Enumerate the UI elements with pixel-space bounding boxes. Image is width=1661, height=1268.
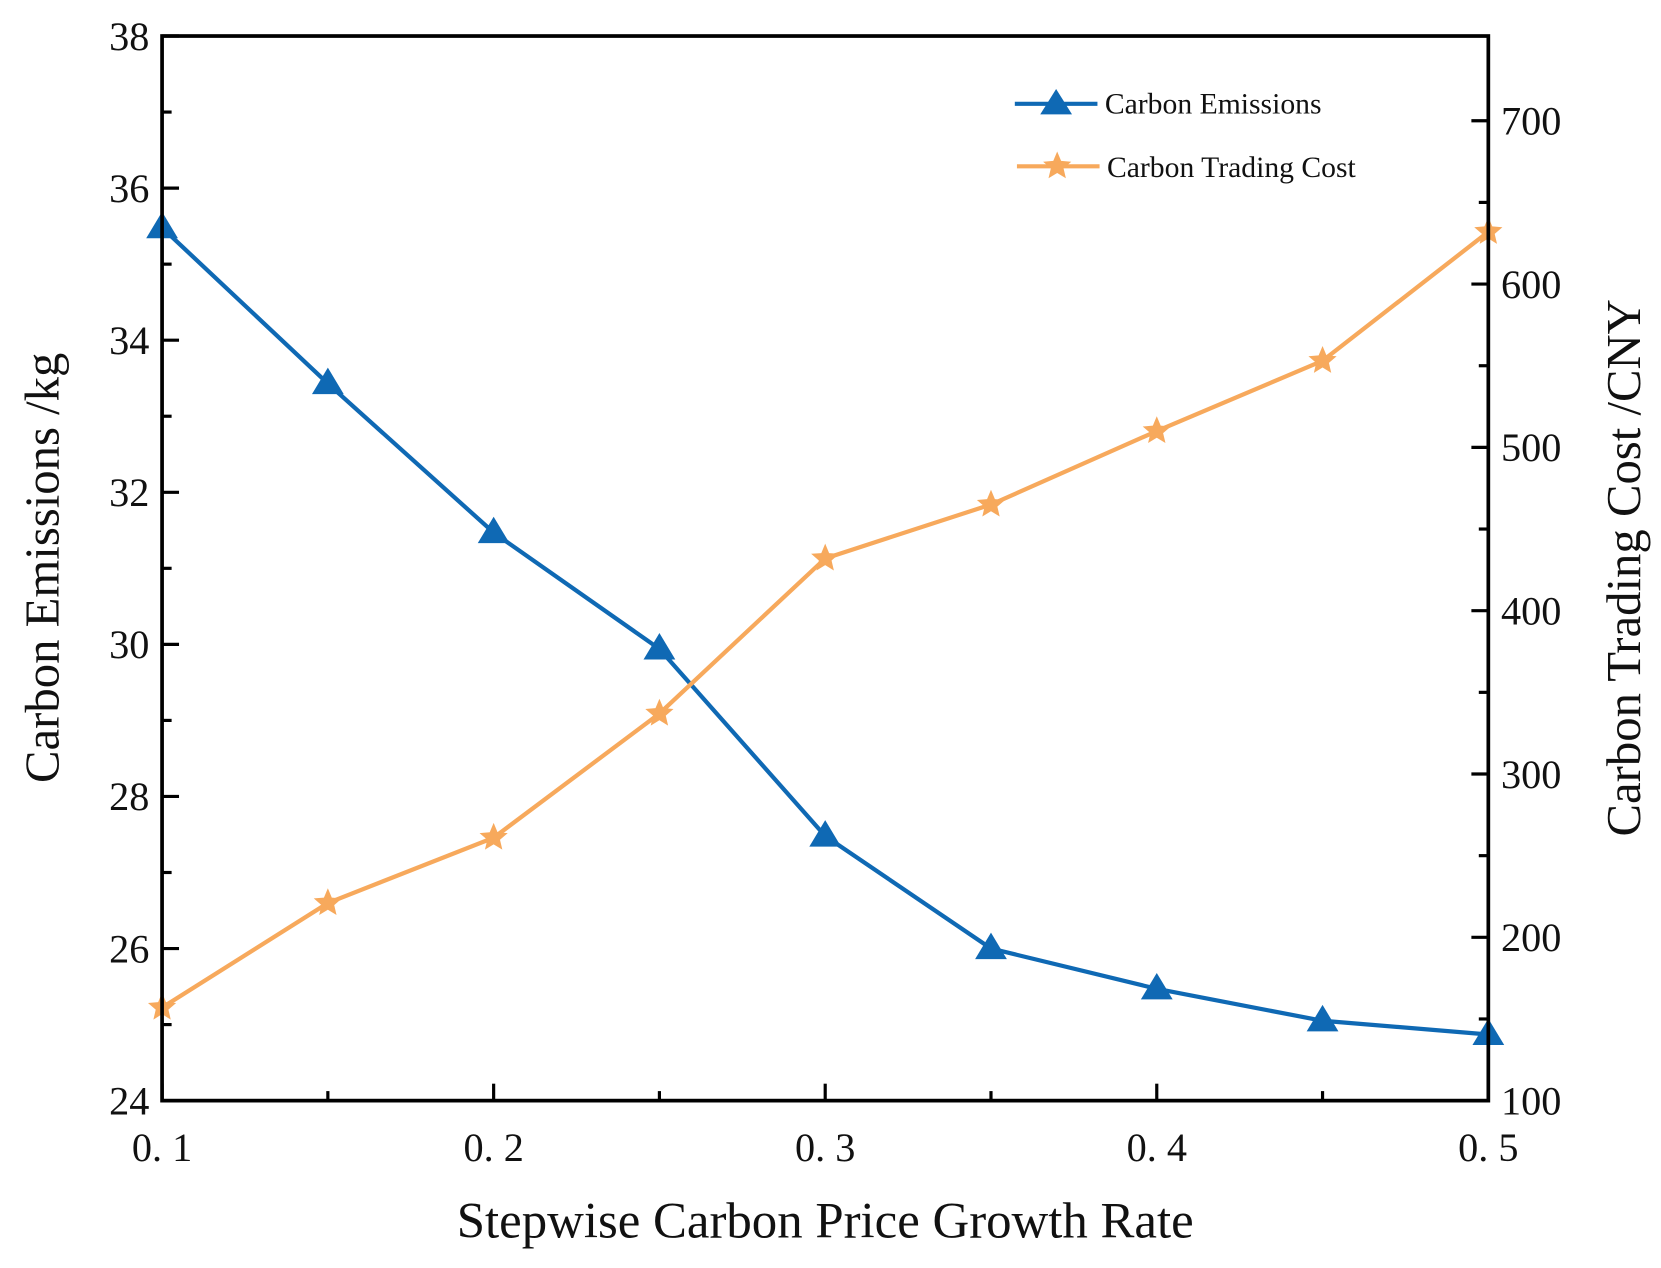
emissions-point — [975, 932, 1007, 960]
x-tick-label: 0. 4 — [1127, 1125, 1187, 1170]
cost-point — [1308, 345, 1337, 373]
emissions-point — [311, 367, 344, 395]
plot-frame — [160, 34, 1491, 1103]
cost-point — [645, 698, 674, 726]
y2-tick-label: 100 — [1501, 1078, 1561, 1123]
y-tick-label: 34 — [109, 318, 149, 363]
emissions-point — [809, 820, 842, 847]
x-axis-label: Stepwise Carbon Price Growth Rate — [457, 1192, 1194, 1248]
x-tick-label: 0. 1 — [132, 1125, 192, 1170]
y2-tick-label: 500 — [1501, 425, 1561, 470]
y-tick-label: 32 — [109, 470, 149, 515]
x-tick-label: 0. 2 — [463, 1125, 523, 1170]
y2-tick-label: 200 — [1501, 915, 1561, 960]
y-tick-label: 26 — [109, 926, 149, 971]
y2-tick-label: 400 — [1501, 588, 1561, 633]
y-tick-label: 36 — [109, 166, 149, 211]
x-tick-label: 0. 5 — [1458, 1125, 1518, 1170]
y-tick-label: 24 — [109, 1078, 149, 1123]
y2-tick-label: 300 — [1501, 752, 1561, 797]
emissions-point — [1306, 1004, 1339, 1032]
emissions-point — [1140, 972, 1173, 1000]
legend-label-emissions: Carbon Emissions — [1105, 88, 1322, 120]
series-line-cost — [160, 230, 1490, 1010]
x-tick-label: 0. 3 — [795, 1125, 855, 1170]
cost-point — [479, 822, 508, 850]
emissions-point — [643, 633, 676, 660]
cost-point — [976, 489, 1006, 517]
y-axis-label: Carbon Emissions /kg — [15, 353, 69, 783]
y2-axis-label: Carbon Trading Cost /CNY — [1597, 299, 1651, 836]
y2-tick-label: 700 — [1501, 99, 1561, 144]
legend-star-icon — [1043, 151, 1072, 179]
cost-point — [811, 543, 840, 571]
y2-tick-label: 600 — [1501, 262, 1561, 307]
cost-point — [1142, 416, 1171, 444]
legend-triangle-icon — [1040, 88, 1073, 115]
series-line-emissions — [160, 226, 1489, 1037]
emissions-point — [477, 516, 510, 544]
y-tick-label: 30 — [109, 622, 149, 667]
legend: Carbon Emissions Carbon Trading Cost — [1014, 88, 1357, 184]
y-tick-label: 38 — [109, 14, 149, 59]
legend-label-cost: Carbon Trading Cost — [1107, 152, 1357, 184]
y-tick-label: 28 — [109, 774, 149, 819]
cost-point — [313, 888, 342, 916]
